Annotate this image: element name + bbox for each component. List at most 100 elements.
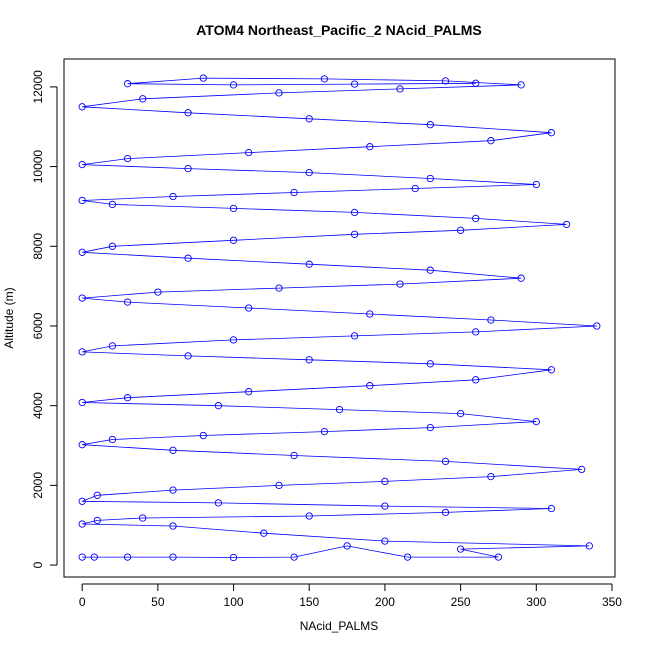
data-point <box>532 180 540 189</box>
data-point <box>494 553 503 561</box>
data-point <box>487 472 495 481</box>
data-point <box>426 266 434 274</box>
data-point <box>366 382 374 390</box>
data-point <box>305 512 313 520</box>
x-tick-label: 350 <box>602 595 622 609</box>
y-axis-label: Altitude (m) <box>2 287 16 348</box>
data-point <box>517 81 525 89</box>
data-point <box>350 80 359 88</box>
data-point <box>366 143 374 151</box>
data-point <box>305 168 313 177</box>
series-line <box>82 77 597 558</box>
data-point <box>78 196 86 205</box>
data-point <box>154 288 162 296</box>
data-point <box>305 260 313 268</box>
data-point <box>396 280 404 288</box>
data-point <box>487 137 495 145</box>
data-point <box>93 516 101 525</box>
y-tick-label: 2000 <box>31 472 45 499</box>
data-point <box>229 553 238 562</box>
x-tick-label: 150 <box>299 595 319 609</box>
data-point <box>123 80 132 88</box>
data-point <box>169 192 177 201</box>
data-point <box>343 542 351 550</box>
y-tick-label: 10000 <box>31 150 45 184</box>
data-point <box>426 174 434 183</box>
y-axis: 0 2000 4000 6000 8000 10000 12000 <box>31 70 58 568</box>
x-axis-label: NAcid_PALMS <box>300 619 378 633</box>
chart-title: ATOM4 Northeast_Pacific_2 NAcid_PALMS <box>196 22 482 38</box>
data-point <box>290 188 298 197</box>
data-point <box>426 121 434 129</box>
data-point <box>275 284 283 292</box>
data-point <box>593 322 601 330</box>
y-tick-label: 12000 <box>31 70 45 104</box>
data-point <box>441 508 450 517</box>
data-point <box>350 208 359 217</box>
data-point <box>426 423 434 432</box>
data-point <box>305 115 313 123</box>
data-point <box>78 294 86 302</box>
data-point <box>214 402 223 410</box>
data-point <box>199 431 207 440</box>
y-tick-label: 6000 <box>31 312 45 339</box>
data-point <box>199 74 207 82</box>
data-point <box>275 481 283 490</box>
data-point <box>275 89 283 97</box>
data-point <box>229 336 238 344</box>
data-point <box>169 553 177 561</box>
x-tick-label: 300 <box>526 595 546 609</box>
data-point <box>426 360 434 368</box>
data-point <box>403 553 412 561</box>
y-tick-label: 8000 <box>31 233 45 260</box>
data-point <box>123 298 132 306</box>
x-tick-label: 100 <box>224 595 244 609</box>
data-point <box>320 427 329 436</box>
x-tick-label: 250 <box>451 595 471 609</box>
data-point <box>441 77 450 85</box>
data-point <box>108 200 117 209</box>
data-point <box>229 81 238 89</box>
data-point <box>547 129 556 137</box>
data-point <box>214 499 223 507</box>
data-point <box>229 204 238 213</box>
data-point <box>245 148 253 157</box>
x-tick-label: 200 <box>375 595 395 609</box>
data-point <box>78 553 86 561</box>
data-point <box>472 376 480 384</box>
data-point <box>381 502 389 510</box>
data-point <box>472 79 480 87</box>
data-point <box>366 310 374 318</box>
data-point <box>78 103 86 111</box>
data-point <box>108 242 117 250</box>
data-point <box>381 477 389 486</box>
data-point <box>441 457 450 466</box>
data-point <box>78 398 86 407</box>
data-point <box>139 95 147 103</box>
data-point <box>350 332 359 340</box>
data-point <box>350 230 359 238</box>
data-point <box>456 409 465 418</box>
data-point <box>547 504 556 513</box>
data-point <box>229 236 238 244</box>
data-point <box>78 160 86 169</box>
data-point <box>78 348 86 356</box>
data-point <box>169 446 177 454</box>
data-point <box>305 356 313 364</box>
data-point <box>578 465 586 474</box>
data-point <box>472 214 480 223</box>
data-point <box>335 405 344 414</box>
data-point <box>108 342 117 350</box>
y-tick-label: 0 <box>31 561 45 568</box>
data-point <box>487 316 495 324</box>
data-point <box>517 274 525 282</box>
data-point <box>139 514 147 522</box>
data-point <box>108 435 117 444</box>
data-point <box>184 164 192 173</box>
data-point <box>320 75 329 83</box>
data-point <box>78 497 86 505</box>
data-point <box>78 441 86 449</box>
data-point <box>184 352 192 360</box>
data-point <box>123 553 132 561</box>
